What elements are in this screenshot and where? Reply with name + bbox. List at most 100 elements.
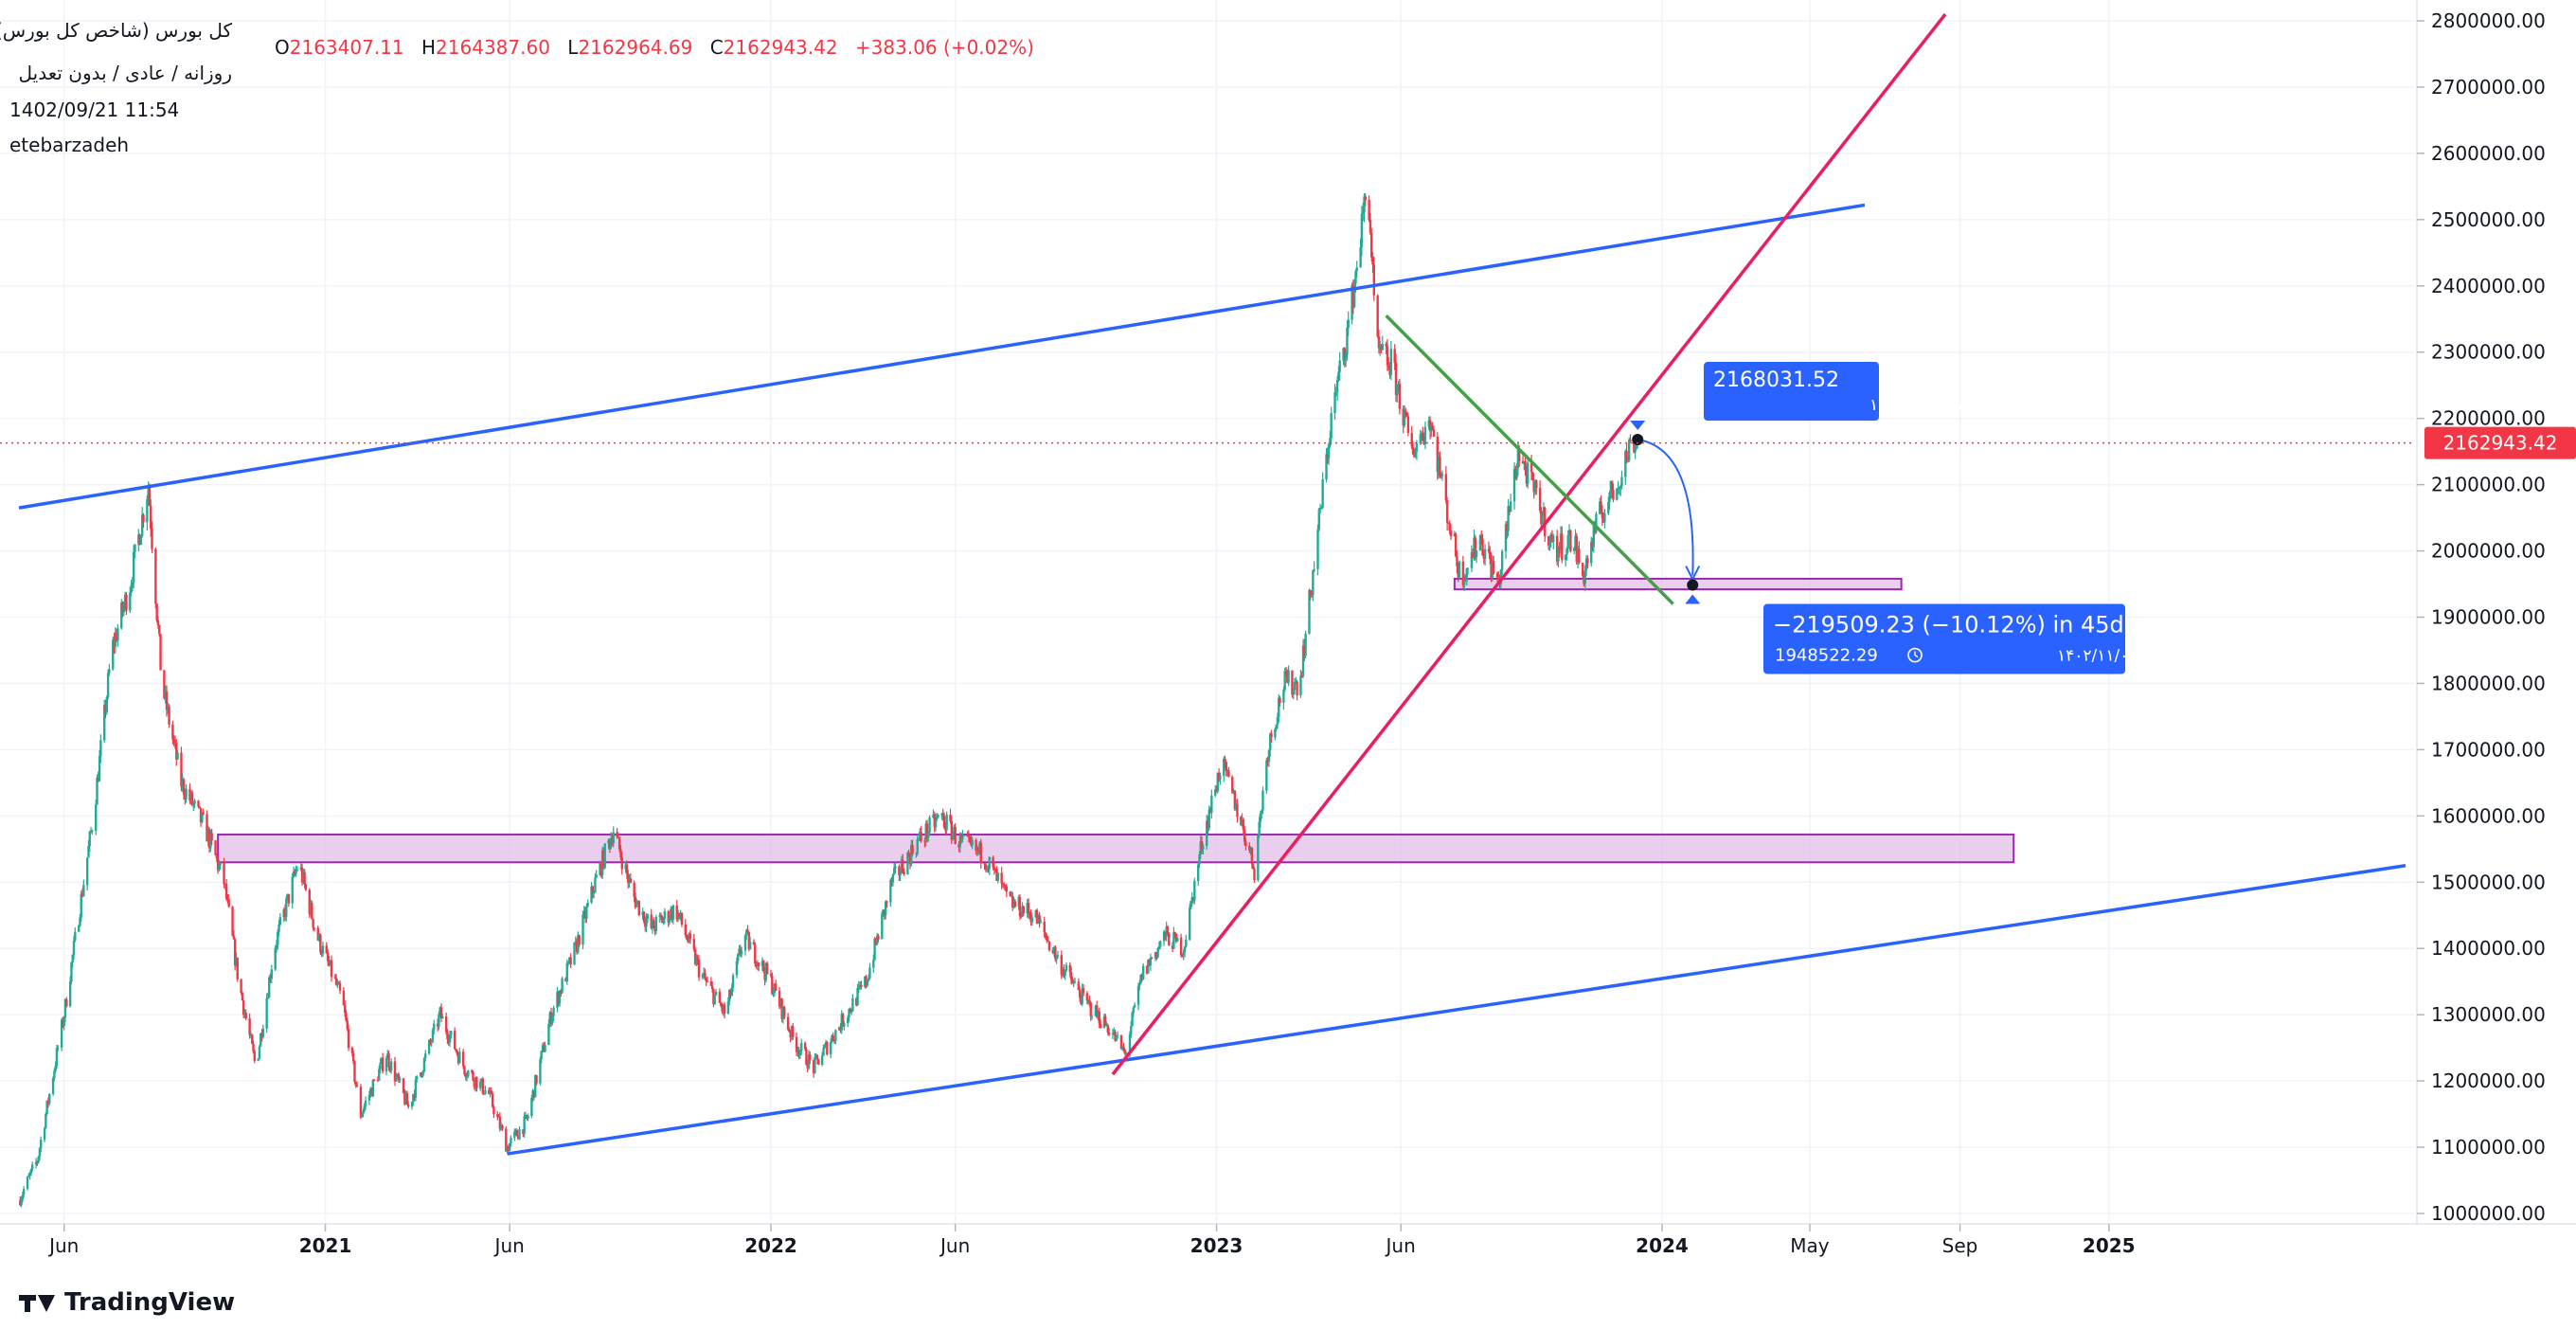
candle-body: [338, 982, 342, 991]
candle-body: [367, 1094, 371, 1101]
candle-body: [1393, 349, 1396, 363]
candle-body: [80, 893, 84, 897]
candle-body: [617, 836, 620, 838]
candle-body: [416, 1076, 419, 1080]
last-price-label: 2162943.42: [2424, 426, 2576, 459]
candle-body: [1515, 468, 1518, 478]
candle-body: [343, 1005, 347, 1013]
y-tick-label: 2300000.00: [2431, 341, 2546, 364]
candle-body: [832, 1040, 836, 1042]
candle-body: [1428, 420, 1432, 432]
y-tick-label: 1600000.00: [2431, 804, 2546, 827]
grid: [0, 0, 2415, 1224]
candle-body: [62, 1019, 64, 1027]
candle-body: [1370, 232, 1373, 258]
candle-body: [600, 850, 604, 875]
candle-body: [496, 1114, 499, 1117]
candle-body: [653, 920, 655, 929]
candle-body: [624, 864, 627, 870]
candle-body: [1343, 348, 1347, 359]
x-tick-label: Jun: [939, 1234, 970, 1257]
projection-end-point[interactable]: [1687, 579, 1699, 591]
candle-body: [1507, 506, 1510, 531]
candle-body: [1453, 533, 1457, 537]
candle-body: [79, 917, 81, 926]
candle-body: [354, 1082, 357, 1086]
candle-body: [530, 1098, 533, 1116]
green-trend-line[interactable]: [1385, 315, 1674, 605]
channel-lower-line[interactable]: [507, 864, 2406, 1156]
candle-body: [1261, 790, 1264, 811]
candle-body: [1068, 964, 1072, 973]
candle-body: [1627, 440, 1631, 461]
candle-body: [1527, 462, 1530, 484]
red-trend-line[interactable]: [1111, 12, 1947, 1076]
candle-body: [282, 909, 285, 918]
candle-body: [172, 739, 175, 742]
candle-body: [1162, 931, 1166, 942]
candle-body: [1337, 371, 1340, 381]
candle-body: [1525, 470, 1529, 484]
projection-start-point[interactable]: [1632, 434, 1644, 446]
candle-body: [1241, 819, 1243, 826]
candle-body: [1004, 885, 1007, 887]
candle-body: [641, 911, 644, 915]
candle-body: [295, 869, 299, 871]
candle-body: [421, 1071, 424, 1076]
candle-body: [1156, 948, 1159, 958]
candle-body: [1257, 836, 1260, 880]
candle-body: [1090, 1015, 1094, 1017]
drawings[interactable]: [18, 12, 2406, 1156]
candle-body: [1182, 952, 1185, 956]
candle-body: [299, 867, 302, 870]
candle-body: [226, 898, 229, 900]
y-tick-label: 2400000.00: [2431, 275, 2546, 297]
candle-body: [840, 1014, 843, 1031]
x-axis[interactable]: Jun 2021 Jun 2022 Jun 2023 Jun 2024 May Sep 2025: [0, 1223, 2576, 1257]
support-zone[interactable]: [217, 833, 2015, 864]
candle-body: [292, 872, 295, 877]
support-zone[interactable]: [1453, 577, 1903, 591]
candle-body: [326, 953, 330, 962]
candle-body: [1333, 391, 1336, 414]
candle-body: [944, 827, 947, 831]
candle-body: [19, 1200, 22, 1206]
y-axis[interactable]: 1000000.00 1100000.00 1200000.00 1300000.00…: [2416, 0, 2546, 1225]
candle-body: [510, 1138, 512, 1144]
candle-body: [1379, 346, 1382, 349]
candle-body: [883, 909, 886, 916]
candle-body: [1523, 460, 1526, 464]
candle-body: [934, 818, 938, 828]
candle-body: [1625, 451, 1628, 459]
candle-body: [976, 847, 980, 853]
candle-body: [378, 1069, 381, 1081]
projection-curve[interactable]: [1637, 439, 1694, 576]
candle-body: [1633, 440, 1636, 453]
candle-body: [176, 752, 179, 760]
start-callout-value: 2168031.52: [1713, 368, 1839, 392]
candle-body: [274, 947, 277, 970]
candle-body: [1634, 443, 1637, 453]
channel-upper-line[interactable]: [18, 203, 1866, 510]
candle-body: [812, 1060, 815, 1073]
candle-body: [104, 705, 107, 712]
candle-body: [834, 1030, 837, 1041]
candle-body: [739, 948, 742, 955]
candle-body: [635, 901, 638, 908]
candle-body: [1624, 451, 1627, 477]
candle-body: [872, 960, 875, 968]
candle-body: [514, 1130, 517, 1132]
candle-body: [1457, 566, 1459, 578]
candle-body: [586, 902, 589, 907]
candle-body: [482, 1093, 486, 1095]
tradingview-watermark[interactable]: TradingView: [19, 1288, 235, 1317]
candle-body: [1480, 535, 1483, 539]
candle-body: [591, 886, 595, 893]
candle-body: [1405, 412, 1408, 417]
candle-body: [121, 602, 124, 613]
candle-body: [1335, 380, 1339, 392]
candle-body: [257, 1058, 259, 1061]
candle-body: [98, 756, 101, 782]
candle-body: [595, 874, 598, 878]
